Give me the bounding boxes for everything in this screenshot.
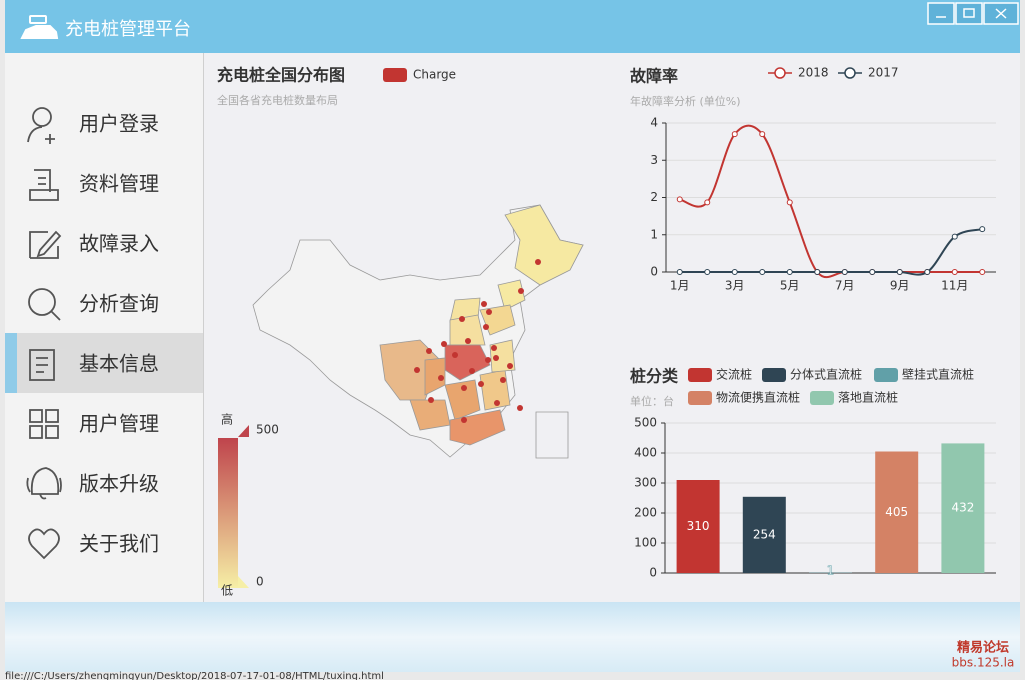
menu-item[interactable]: 资料管理 (79, 172, 159, 196)
x-tick-label: 9月 (890, 279, 910, 293)
chart-subtitle: 年故障率分析 (单位%) (630, 94, 741, 108)
maximize-button[interactable] (956, 3, 982, 24)
x-tick-label: 11月 (941, 279, 968, 293)
point (760, 270, 765, 275)
chart-title: 故障率 (630, 67, 678, 86)
chart-title: 充电桩全国分布图 (217, 66, 345, 85)
point (952, 234, 957, 239)
visual-map-max: 500 (256, 423, 279, 437)
legend-swatch (688, 368, 712, 382)
y-tick-label: 300 (634, 476, 657, 490)
y-tick-label: 200 (634, 506, 657, 520)
legend-label: 2018 (798, 66, 829, 80)
chart-subtitle: 全国各省充电桩数量布局 (217, 93, 338, 107)
point (732, 132, 737, 137)
menu-item[interactable]: 基本信息 (79, 352, 159, 376)
y-tick-label: 4 (650, 116, 658, 130)
menu-active-bar (5, 333, 17, 393)
x-tick-label: 3月 (725, 279, 745, 293)
point (760, 132, 765, 137)
chart-title: 桩分类 (630, 367, 679, 386)
footer (5, 602, 1020, 672)
legend-label: 分体式直流桩 (790, 367, 862, 382)
bar-value-label: 405 (885, 505, 908, 519)
legend-label: 落地直流桩 (838, 390, 898, 405)
point (842, 270, 847, 275)
point (705, 200, 710, 205)
visual-map-high: 高 (221, 412, 233, 427)
point (897, 270, 902, 275)
bar-value-label: 310 (687, 519, 710, 533)
menu-item[interactable]: 版本升级 (79, 472, 159, 496)
legend-label: 2017 (868, 66, 899, 80)
y-tick-label: 0 (649, 566, 657, 580)
visual-map-min: 0 (256, 575, 264, 589)
legend-swatch (688, 391, 712, 405)
y-tick-label: 500 (634, 416, 657, 430)
point (980, 270, 985, 275)
legend-swatch (762, 368, 786, 382)
y-tick-label: 3 (650, 153, 658, 167)
visual-map-bar (218, 438, 238, 588)
window-controls (928, 3, 1018, 24)
point (952, 270, 957, 275)
legend-swatch (810, 391, 834, 405)
x-tick-label: 1月 (670, 279, 690, 293)
menu-item[interactable]: 分析查询 (79, 292, 159, 316)
point (677, 270, 682, 275)
watermark: 精易论坛 (957, 640, 1009, 656)
legend-marker (845, 68, 855, 78)
y-tick-label: 400 (634, 446, 657, 460)
y-tick-label: 1 (650, 227, 658, 241)
chart-subtitle: 单位：台 (630, 394, 674, 408)
legend-label: 物流便携直流桩 (716, 390, 800, 405)
point (925, 270, 930, 275)
minimize-button[interactable] (928, 3, 954, 24)
visual-map-low: 低 (221, 584, 233, 598)
watermark-url: bbs.125.la (952, 656, 1015, 670)
y-tick-label: 2 (650, 190, 658, 204)
menu-item[interactable]: 关于我们 (79, 532, 159, 556)
menu-item[interactable]: 用户登录 (79, 112, 159, 136)
bar-value-label: 254 (753, 527, 776, 541)
point (815, 270, 820, 275)
bar-value-label: 432 (951, 501, 974, 515)
menu-item[interactable]: 故障录入 (79, 232, 159, 256)
point (787, 270, 792, 275)
y-tick-label: 0 (650, 265, 658, 279)
legend-marker (775, 68, 785, 78)
point (677, 197, 682, 202)
point (732, 270, 737, 275)
point (870, 270, 875, 275)
y-tick-label: 100 (634, 536, 657, 550)
x-tick-label: 7月 (835, 279, 855, 293)
bar-value-label: 1 (827, 563, 835, 577)
legend-label: 壁挂式直流桩 (902, 367, 974, 382)
legend-swatch (874, 368, 898, 382)
menu-item[interactable]: 用户管理 (79, 412, 159, 436)
legend-swatch (383, 68, 407, 82)
x-tick-label: 5月 (780, 279, 800, 293)
point (705, 270, 710, 275)
app-title: 充电桩管理平台 (65, 19, 191, 40)
legend-label: Charge (413, 68, 456, 82)
legend-label: 交流桩 (716, 367, 752, 382)
status-bar: file:///C:/Users/zhengmingyun/Desktop/20… (5, 671, 384, 680)
point (787, 200, 792, 205)
point (980, 227, 985, 232)
